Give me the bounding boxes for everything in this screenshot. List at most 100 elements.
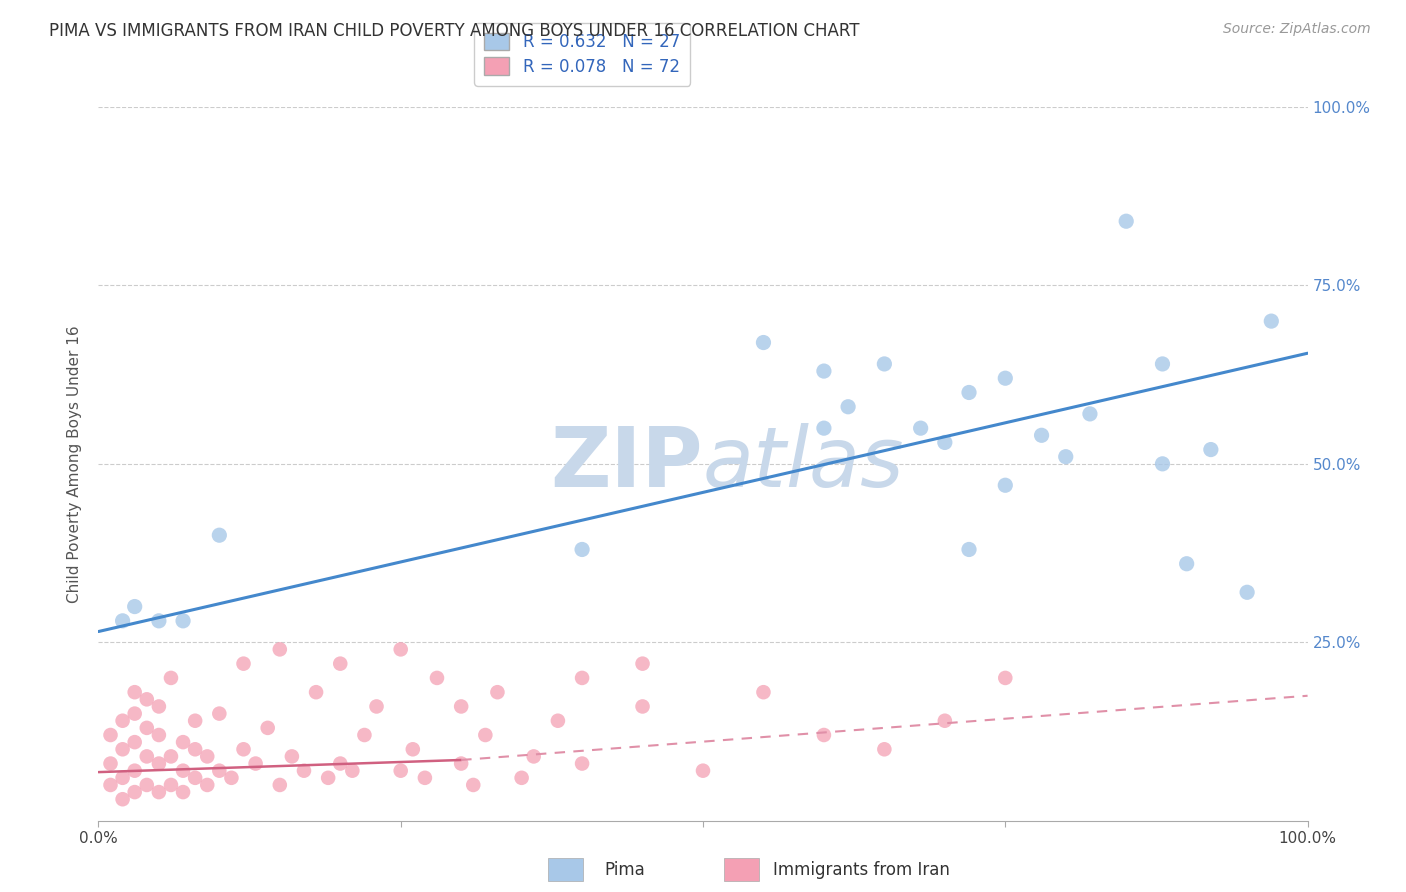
Point bbox=[1260, 314, 1282, 328]
Point bbox=[184, 714, 207, 728]
Point bbox=[124, 764, 146, 778]
Point bbox=[813, 728, 835, 742]
Point bbox=[124, 735, 146, 749]
Text: atlas: atlas bbox=[703, 424, 904, 504]
Point bbox=[631, 657, 654, 671]
Point bbox=[413, 771, 436, 785]
Point bbox=[873, 742, 896, 756]
Point bbox=[160, 671, 183, 685]
Point bbox=[172, 614, 194, 628]
Point bbox=[426, 671, 449, 685]
Point bbox=[208, 706, 231, 721]
Point bbox=[292, 764, 315, 778]
Point bbox=[100, 778, 122, 792]
Point bbox=[148, 756, 170, 771]
Point bbox=[692, 764, 714, 778]
Point bbox=[100, 756, 122, 771]
Point bbox=[1152, 457, 1174, 471]
Point bbox=[135, 778, 157, 792]
Point bbox=[910, 421, 932, 435]
Point bbox=[256, 721, 278, 735]
Point bbox=[510, 771, 533, 785]
Point bbox=[245, 756, 267, 771]
Point bbox=[329, 756, 352, 771]
Point bbox=[1152, 357, 1174, 371]
Point bbox=[135, 749, 157, 764]
Point bbox=[873, 357, 896, 371]
Text: ZIP: ZIP bbox=[551, 424, 703, 504]
Point bbox=[269, 642, 291, 657]
Point bbox=[389, 642, 412, 657]
Point bbox=[994, 371, 1017, 385]
Point bbox=[957, 385, 980, 400]
Point bbox=[100, 728, 122, 742]
Point bbox=[232, 657, 254, 671]
Point bbox=[124, 685, 146, 699]
Point bbox=[1115, 214, 1137, 228]
Point bbox=[1078, 407, 1101, 421]
Point bbox=[934, 714, 956, 728]
Point bbox=[124, 599, 146, 614]
Point bbox=[342, 764, 364, 778]
Point bbox=[486, 685, 509, 699]
Point bbox=[837, 400, 859, 414]
Text: PIMA VS IMMIGRANTS FROM IRAN CHILD POVERTY AMONG BOYS UNDER 16 CORRELATION CHART: PIMA VS IMMIGRANTS FROM IRAN CHILD POVER… bbox=[49, 22, 859, 40]
Point bbox=[135, 692, 157, 706]
Point bbox=[111, 771, 134, 785]
Point bbox=[1031, 428, 1053, 442]
Point bbox=[135, 721, 157, 735]
Point bbox=[148, 785, 170, 799]
Point bbox=[172, 735, 194, 749]
Point bbox=[389, 764, 412, 778]
Point bbox=[523, 749, 546, 764]
Text: Immigrants from Iran: Immigrants from Iran bbox=[773, 861, 950, 879]
Point bbox=[450, 756, 472, 771]
Point bbox=[148, 614, 170, 628]
Point bbox=[281, 749, 304, 764]
Point bbox=[172, 785, 194, 799]
Point bbox=[111, 614, 134, 628]
Y-axis label: Child Poverty Among Boys Under 16: Child Poverty Among Boys Under 16 bbox=[67, 325, 83, 603]
Point bbox=[208, 764, 231, 778]
Point bbox=[474, 728, 496, 742]
Point bbox=[184, 771, 207, 785]
Point bbox=[172, 764, 194, 778]
Point bbox=[160, 749, 183, 764]
Point bbox=[305, 685, 328, 699]
Text: Source: ZipAtlas.com: Source: ZipAtlas.com bbox=[1223, 22, 1371, 37]
Point bbox=[463, 778, 485, 792]
Point bbox=[994, 671, 1017, 685]
Point bbox=[195, 749, 218, 764]
Point bbox=[1236, 585, 1258, 599]
Point bbox=[160, 778, 183, 792]
Point bbox=[752, 685, 775, 699]
Point bbox=[232, 742, 254, 756]
Point bbox=[571, 756, 593, 771]
Point bbox=[124, 706, 146, 721]
Point bbox=[111, 714, 134, 728]
Point bbox=[934, 435, 956, 450]
Point bbox=[450, 699, 472, 714]
Legend: R = 0.632   N = 27, R = 0.078   N = 72: R = 0.632 N = 27, R = 0.078 N = 72 bbox=[474, 22, 690, 86]
Point bbox=[195, 778, 218, 792]
Point bbox=[1199, 442, 1222, 457]
Point bbox=[124, 785, 146, 799]
Point bbox=[316, 771, 339, 785]
Point bbox=[329, 657, 352, 671]
Point bbox=[631, 699, 654, 714]
Point bbox=[111, 742, 134, 756]
Point bbox=[571, 542, 593, 557]
Point bbox=[402, 742, 425, 756]
Point bbox=[366, 699, 388, 714]
Point bbox=[148, 699, 170, 714]
Text: Pima: Pima bbox=[605, 861, 645, 879]
Point bbox=[269, 778, 291, 792]
Point bbox=[184, 742, 207, 756]
Point bbox=[148, 728, 170, 742]
Point bbox=[813, 364, 835, 378]
Point bbox=[571, 671, 593, 685]
Point bbox=[1054, 450, 1077, 464]
Point bbox=[208, 528, 231, 542]
Point bbox=[353, 728, 375, 742]
Point bbox=[813, 421, 835, 435]
